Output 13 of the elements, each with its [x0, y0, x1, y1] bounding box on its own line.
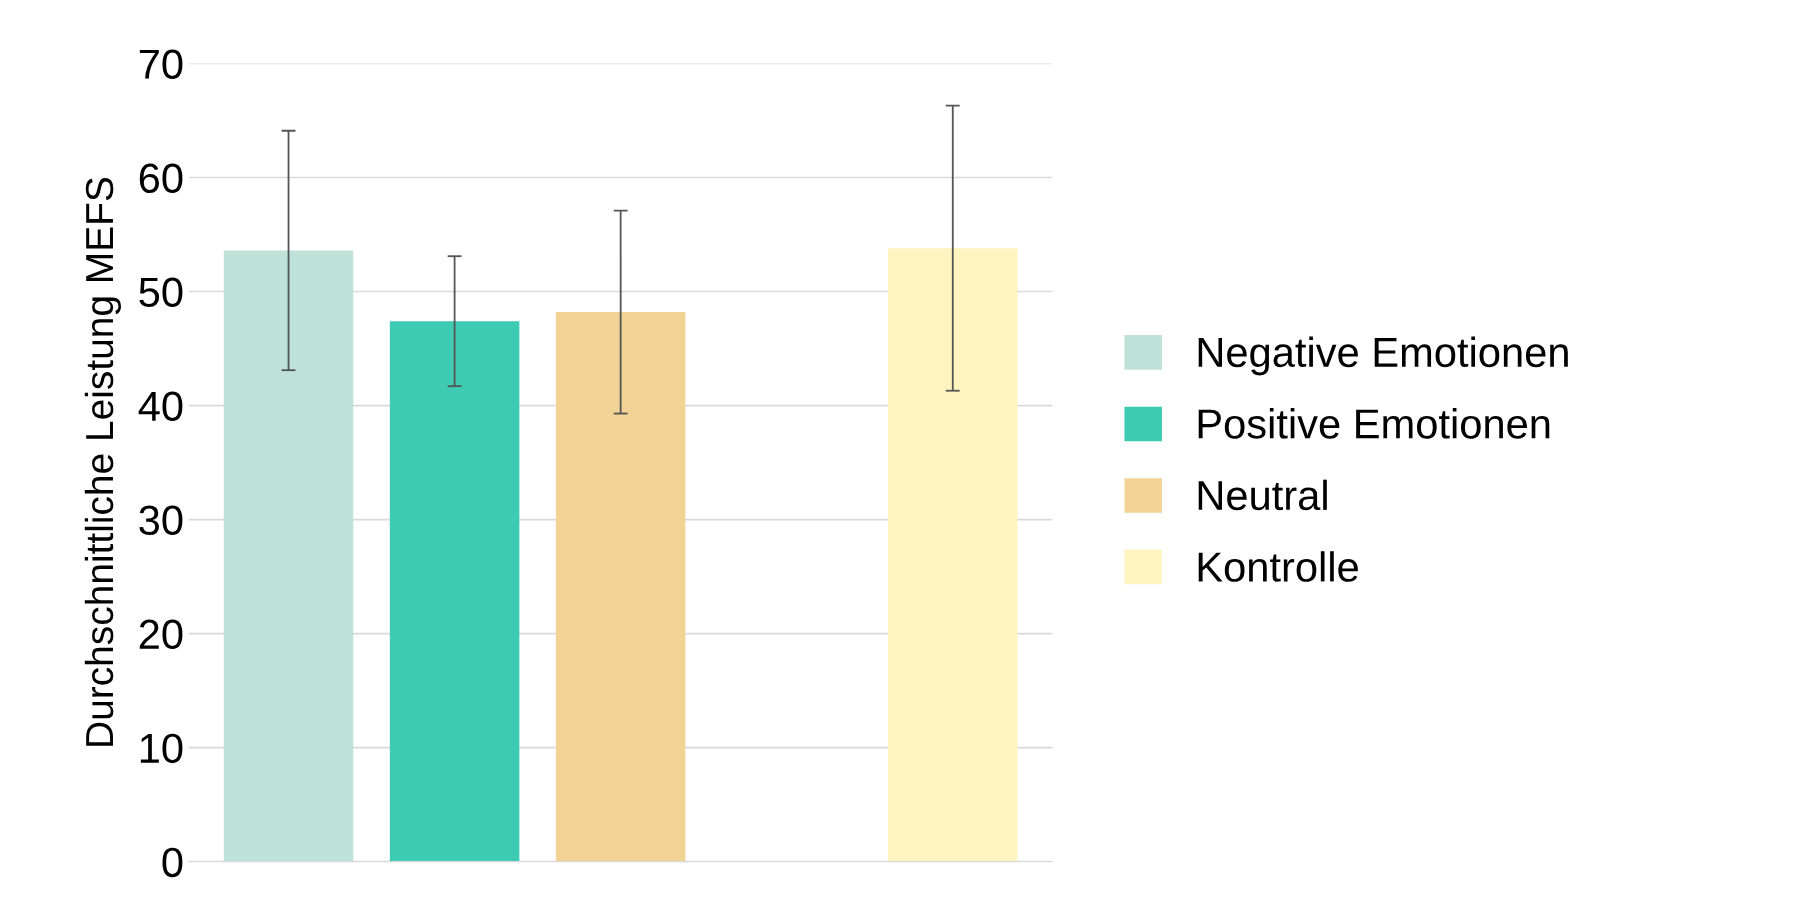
y-tick-label: 60: [139, 163, 183, 194]
y-tick-label: 0: [162, 847, 183, 878]
y-tick-label: 70: [139, 49, 183, 79]
legend-label: Negative Emotionen: [1198, 336, 1568, 376]
y-tick-label: 30: [139, 505, 183, 536]
legend-label: Positive Emotionen: [1198, 408, 1550, 439]
y-tick-label: 20: [139, 619, 183, 650]
legend-label: Kontrolle: [1198, 551, 1358, 582]
y-tick-label: 40: [138, 391, 183, 422]
y-tick-label: 10: [140, 733, 183, 764]
legend-label: Neutral: [1198, 479, 1327, 511]
y-tick-label: 50: [139, 277, 183, 308]
y-axis-title: Durchschnittliche Leistung MEFS: [84, 177, 122, 746]
